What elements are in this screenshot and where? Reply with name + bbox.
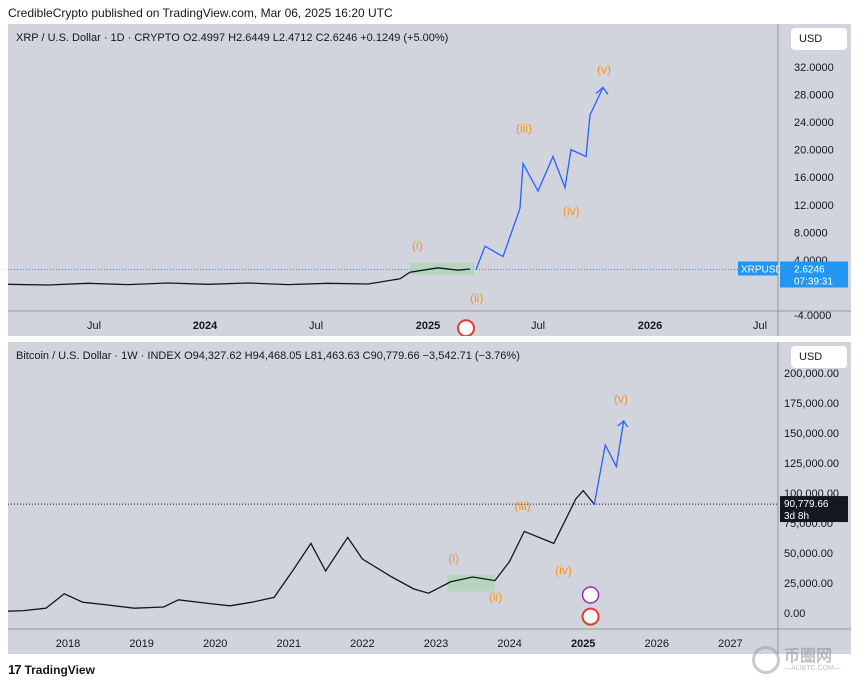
xrp-wave-label: (v) <box>597 63 611 77</box>
xrp-wave-label: (iii) <box>516 121 532 135</box>
xrp-x-tick-label: Jul <box>531 320 545 332</box>
watermark-text: 币圈网 <box>784 647 833 665</box>
xrp-price-tag-value: 2.6246 <box>794 264 825 275</box>
btc-currency-button[interactable]: USD <box>791 346 847 368</box>
tradingview-logo[interactable]: 17 TradingView <box>8 662 95 677</box>
xrp-currency-button[interactable]: USD <box>791 28 847 50</box>
btc-x-tick-label: 2022 <box>350 638 374 650</box>
btc-x-tick-label: 2019 <box>129 638 153 650</box>
btc-y-tick-label: 25,000.00 <box>784 578 833 590</box>
xrp-y-tick-label: 24.0000 <box>794 117 834 129</box>
lightning-icon <box>581 586 600 604</box>
btc-x-tick-label: 2027 <box>718 638 742 650</box>
xrp-wave-label: (i) <box>412 239 423 253</box>
xrp-y-tick-label: 20.0000 <box>794 145 834 157</box>
xrp-wave-label: (iv) <box>563 204 580 218</box>
btc-chart-header: Bitcoin / U.S. Dollar · 1W · INDEX O94,3… <box>16 350 520 362</box>
btc-price-tag-value: 90,779.66 <box>784 499 829 510</box>
xrp-x-tick-label: Jul <box>309 320 323 332</box>
btc-wave-label: (v) <box>614 392 628 406</box>
xrp-wave-label: (ii) <box>470 291 483 305</box>
xrp-x-tick-label: 2026 <box>638 320 662 332</box>
tradingview-logo-icon: 17 <box>8 662 22 677</box>
btc-x-tick-label: 2023 <box>424 638 448 650</box>
xrp-projection-arrowhead <box>595 86 609 95</box>
btc-wave-label: (iv) <box>555 564 572 578</box>
watermark-ring-icon <box>752 646 780 674</box>
xrp-y-tick-label: 32.0000 <box>794 62 834 74</box>
xrp-y-tick-label: -4.0000 <box>794 310 831 322</box>
btc-y-tick-label: 125,000.00 <box>784 458 839 470</box>
watermark: 币圈网 —ALIBTC.COM— <box>752 646 841 674</box>
xrp-x-tick-label: 2024 <box>193 320 218 332</box>
btc-y-tick-label: 0.00 <box>784 608 805 620</box>
xrp-x-tick-label: Jul <box>87 320 101 332</box>
us-flag-icon <box>457 319 475 336</box>
btc-x-tick-label: 2026 <box>645 638 669 650</box>
xrp-symbol-tag: XRPUSD <box>741 264 783 275</box>
btc-chart-svg[interactable]: 200,000.00 175,000.00 150,000.00 125,000.00… <box>8 342 851 654</box>
btc-y-tick-label: 175,000.00 <box>784 398 839 410</box>
btc-y-tick-label: 50,000.00 <box>784 548 833 560</box>
xrp-y-tick-label: 8.0000 <box>794 227 828 239</box>
btc-y-tick-label: 200,000.00 <box>784 368 839 380</box>
xrp-consolidation-box <box>410 262 474 276</box>
xrp-chart-panel[interactable]: 32.0000 28.0000 24.0000 20.0000 16.0000 12.00… <box>8 24 851 336</box>
xrp-y-tick-label: 28.0000 <box>794 89 834 101</box>
btc-projection-path <box>593 420 625 506</box>
btc-x-tick-label: 2020 <box>203 638 227 650</box>
xrp-chart-header: XRP / U.S. Dollar · 1D · CRYPTO O2.4997 … <box>16 32 449 44</box>
xrp-price-series <box>8 267 471 286</box>
btc-x-tick-label: 2021 <box>277 638 301 650</box>
watermark-sub: —ALIBTC.COM— <box>784 664 841 672</box>
btc-projection-arrowhead <box>617 420 629 428</box>
btc-wave-label: (i) <box>448 552 459 566</box>
xrp-price-tag-bg <box>780 261 848 288</box>
btc-y-tick-label: 150,000.00 <box>784 428 839 440</box>
us-flag-icon <box>581 607 600 626</box>
btc-price-tag-countdown: 3d 8h <box>784 511 809 522</box>
xrp-y-tick-label: 12.0000 <box>794 200 834 212</box>
btc-price-series <box>8 489 595 612</box>
btc-price-tag-bg <box>780 496 848 523</box>
xrp-x-tick-label: 2025 <box>416 320 440 332</box>
xrp-x-tick-label: Jul <box>753 320 767 332</box>
xrp-projection-path <box>475 87 604 270</box>
btc-wave-label: (iii) <box>515 499 531 513</box>
btc-chart-panel[interactable]: 200,000.00 175,000.00 150,000.00 125,000.00… <box>8 342 851 654</box>
btc-x-tick-label: 2025 <box>571 638 595 650</box>
btc-x-tick-label: 2018 <box>56 638 80 650</box>
btc-x-tick-label: 2024 <box>497 638 521 650</box>
btc-wave-label: (ii) <box>489 590 502 604</box>
xrp-y-tick-label: 16.0000 <box>794 172 834 184</box>
xrp-price-tag-countdown: 07:39:31 <box>794 276 833 287</box>
xrp-chart-svg[interactable]: 32.0000 28.0000 24.0000 20.0000 16.0000 12.00… <box>8 24 851 336</box>
publisher-line: CredibleCrypto published on TradingView.… <box>8 6 393 20</box>
xrp-symbol-tag-bg <box>738 261 778 276</box>
tradingview-logo-text: TradingView <box>24 662 95 677</box>
